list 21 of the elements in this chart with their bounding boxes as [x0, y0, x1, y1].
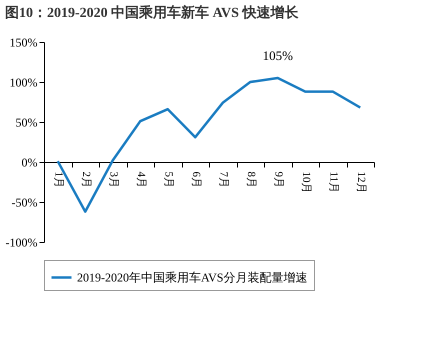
chart-title: 图10：2019-2020 中国乘用车新车 AVS 快速增长 — [5, 4, 300, 21]
y-tick-label: 150% — [10, 36, 38, 50]
annotation: 105% — [262, 48, 294, 63]
y-tick-label: -50% — [12, 196, 38, 210]
x-tick-label: 12月 — [354, 172, 367, 194]
y-tick-label: -100% — [6, 236, 38, 250]
x-tick-label: 8月 — [244, 172, 257, 188]
x-tick-label: 11月 — [327, 172, 340, 194]
x-tick-label: 1月 — [52, 172, 64, 188]
x-tick-label: 5月 — [162, 172, 174, 188]
x-tick-label: 4月 — [134, 172, 147, 188]
x-tick-label: 6月 — [190, 172, 202, 188]
legend-label: 2019-2020年中国乘用车AVS分月装配量增速 — [77, 270, 308, 284]
y-tick-label: 0% — [22, 156, 38, 170]
x-tick-label: 3月 — [107, 172, 120, 188]
x-tick-label: 2月 — [80, 172, 92, 188]
x-tick-label: 7月 — [217, 172, 230, 188]
y-tick-label: 50% — [16, 116, 38, 130]
x-tick-label: 10月 — [300, 172, 312, 194]
y-tick-label: 100% — [10, 76, 38, 90]
x-tick-label: 9月 — [272, 172, 284, 188]
